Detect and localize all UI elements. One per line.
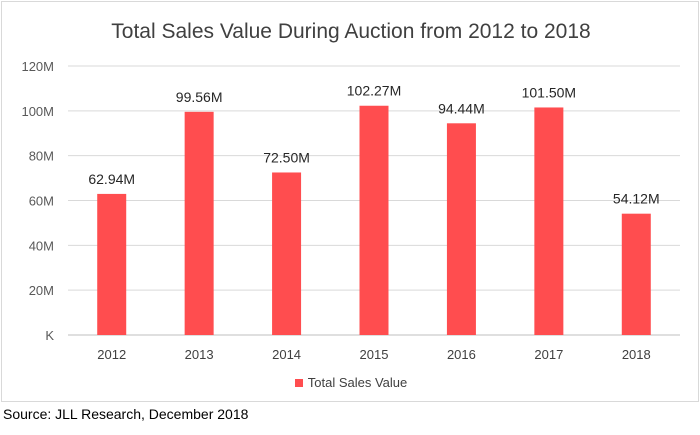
chart-title: Total Sales Value During Auction from 20… [111,20,591,43]
bar-2012 [97,193,127,335]
y-tick-label: 100M [21,104,54,119]
y-tick-label: 40M [29,238,54,253]
bar-2016 [446,123,476,335]
y-tick-label: 80M [29,149,54,164]
x-tick-label-2014: 2014 [272,347,301,362]
bar-2014 [272,172,302,335]
x-tick-label-2012: 2012 [97,347,126,362]
data-label-2014: 72.50M [263,149,310,165]
x-tick-label-2017: 2017 [534,347,563,362]
source-note: Source: JLL Research, December 2018 [3,406,249,422]
bars [97,105,651,336]
y-tick-label: 120M [21,59,54,74]
x-tick-label-2016: 2016 [447,347,476,362]
x-axis: 2012 2013 2014 2015 2016 2017 2018 [97,347,650,362]
x-tick-label-2015: 2015 [360,347,389,362]
legend: Total Sales Value [2,375,700,390]
bar-2018 [621,213,651,335]
data-label-2016: 94.44M [438,100,485,116]
chart-frame: Total Sales Value During Auction from 20… [1,1,699,402]
bar-2017 [534,107,564,336]
x-tick-label-2018: 2018 [622,347,651,362]
data-label-2015: 102.27M [347,83,401,99]
data-labels: 62.94M 99.56M 72.50M 102.27M 94.44M 101.50M 54… [88,83,659,207]
bar-chart: K 20M 40M 60M 80M 100M 120M 62.94M 99.56M 72.50M… [21,59,680,362]
bar-2013 [184,111,214,335]
legend-swatch [294,379,303,387]
bar-2015 [359,105,389,335]
data-label-2012: 62.94M [88,171,135,187]
y-tick-label: 20M [29,283,54,298]
y-tick-label: 60M [29,194,54,209]
x-tick-label-2013: 2013 [185,347,214,362]
y-tick-label: K [45,328,54,343]
data-label-2017: 101.50M [522,84,576,100]
legend-label: Total Sales Value [307,375,408,390]
y-axis: K 20M 40M 60M 80M 100M 120M [21,59,54,343]
data-label-2018: 54.12M [613,191,660,207]
data-label-2013: 99.56M [176,89,223,105]
